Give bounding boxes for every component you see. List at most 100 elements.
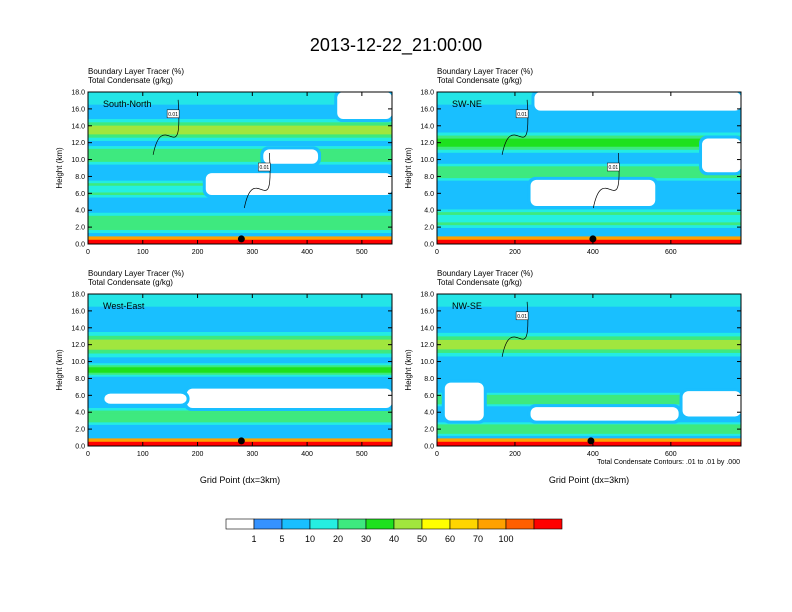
panel-label: NW-SE [452, 301, 482, 311]
y-tick-label: 2.0 [424, 427, 434, 434]
clear-region-1 [530, 407, 679, 421]
y-tick-label: 14.0 [420, 123, 434, 130]
y-tick-label: 4.0 [424, 208, 434, 215]
colorbar-swatch [477, 518, 507, 530]
band-0-level-2 [88, 339, 392, 350]
clear-region-2 [682, 391, 741, 417]
clear-region-0 [530, 179, 656, 206]
colorbar-swatch [365, 518, 395, 530]
colorbar-label: 50 [417, 534, 427, 544]
panel-sw-ne: 0.0 2.0 4.0 6.0 8.0 10.0 12.0 14.0 16.0 18.0 0 200 4… [404, 67, 742, 256]
x-tick-label: 0 [435, 451, 439, 458]
panel-subtitle-2: Total Condensate (g/kg) [88, 76, 173, 85]
y-axis-label: Height (km) [404, 147, 413, 189]
y-tick-label: 0.0 [424, 242, 434, 249]
x-tick-label: 0 [435, 249, 439, 256]
x-tick-label: 300 [246, 249, 258, 256]
colorbar-label: 20 [333, 534, 343, 544]
y-tick-label: 4.0 [75, 208, 85, 215]
top-layer [437, 294, 741, 307]
x-tick-label: 300 [246, 451, 258, 458]
y-tick-label: 6.0 [75, 191, 85, 198]
colorbar-label: 60 [445, 534, 455, 544]
y-tick-label: 2.0 [75, 225, 85, 232]
band-3-level-2 [88, 218, 392, 227]
y-tick-label: 8.0 [424, 174, 434, 181]
x-tick-label: 200 [509, 451, 521, 458]
colorbar-swatch [421, 518, 451, 530]
contour-label-box [258, 162, 271, 172]
colorbar-swatch [533, 518, 563, 530]
clear-region-0 [186, 388, 392, 408]
plot-frame [87, 91, 393, 245]
clear-region-0 [205, 173, 392, 196]
colorbar-swatch [449, 518, 479, 530]
panel-label: South-North [103, 99, 152, 109]
location-marker [587, 437, 595, 445]
y-tick-label: 8.0 [424, 376, 434, 383]
x-tick-label: 400 [587, 451, 599, 458]
plot-frame [436, 293, 742, 447]
plot-frame [436, 91, 742, 245]
band-1-level-2 [88, 151, 392, 160]
y-tick-label: 8.0 [75, 174, 85, 181]
top-layer [88, 92, 392, 105]
band-0-level-2 [437, 138, 741, 147]
contour-label-box [607, 162, 620, 172]
y-tick-label: 6.0 [424, 191, 434, 198]
x-tick-label: 500 [356, 451, 368, 458]
band-0-level-2 [437, 339, 741, 350]
panel-west-east: 0.0 2.0 4.0 6.0 8.0 10.0 12.0 14.0 16.0 18.0 0 100 2… [55, 269, 393, 485]
panel-label: SW-NE [452, 99, 482, 109]
y-tick-label: 14.0 [420, 325, 434, 332]
condensate-contour [501, 301, 529, 357]
y-axis-label: Height (km) [55, 147, 64, 189]
colorbar-label: 5 [279, 534, 284, 544]
condensate-contour [243, 152, 271, 209]
colorbar-swatch [393, 518, 423, 530]
y-tick-label: 12.0 [420, 140, 434, 147]
contour-label: 0.01 [259, 165, 269, 171]
x-tick-label: 200 [509, 249, 521, 256]
colorbar-swatch [225, 518, 255, 530]
location-marker [237, 437, 245, 445]
panel-label: West-East [103, 301, 145, 311]
band-2-level-2 [437, 426, 741, 432]
x-axis-label: Grid Point (dx=3km) [549, 475, 629, 485]
y-tick-label: 2.0 [75, 427, 85, 434]
y-tick-label: 18.0 [420, 90, 434, 97]
y-tick-label: 18.0 [71, 90, 85, 97]
boundary-layer-red [437, 239, 741, 244]
y-tick-label: 18.0 [71, 292, 85, 299]
panel-subtitle-2: Total Condensate (g/kg) [437, 76, 522, 85]
contour-label: 0.01 [517, 112, 527, 118]
x-tick-label: 400 [301, 249, 313, 256]
panel-subtitle-2: Total Condensate (g/kg) [88, 278, 173, 287]
clear-region-1 [104, 393, 187, 404]
y-tick-label: 14.0 [71, 325, 85, 332]
x-tick-label: 400 [301, 451, 313, 458]
y-tick-label: 12.0 [71, 342, 85, 349]
y-tick-label: 16.0 [71, 308, 85, 315]
y-tick-label: 16.0 [420, 308, 434, 315]
clear-region-0 [444, 382, 484, 421]
clear-region-2 [263, 149, 319, 164]
field [88, 294, 392, 446]
x-tick-label: 500 [356, 249, 368, 256]
band-0-level-2 [88, 125, 392, 135]
colorbar-swatch [253, 518, 283, 530]
y-tick-label: 16.0 [420, 106, 434, 113]
y-tick-label: 10.0 [71, 359, 85, 366]
x-tick-label: 100 [137, 451, 149, 458]
x-tick-label: 0 [86, 451, 90, 458]
contour-label: 0.01 [517, 314, 527, 320]
top-layer [88, 294, 392, 307]
colorbar-label: 10 [305, 534, 315, 544]
contour-label-box [515, 109, 529, 119]
x-tick-label: 600 [665, 249, 677, 256]
panel-subtitle-1: Boundary Layer Tracer (%) [437, 269, 533, 278]
field [88, 92, 392, 244]
panel-subtitle-1: Boundary Layer Tracer (%) [88, 67, 184, 76]
y-tick-label: 18.0 [420, 292, 434, 299]
clear-region-1 [534, 92, 741, 111]
